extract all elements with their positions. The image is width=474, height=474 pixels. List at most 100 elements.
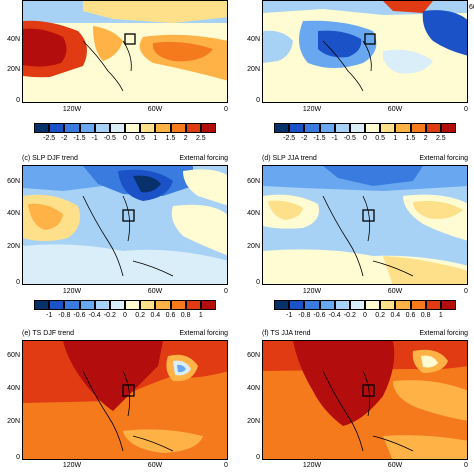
colorbar-tick-label: -0.8 bbox=[298, 312, 311, 319]
xlabel-e-60w: 60W bbox=[147, 462, 163, 469]
colorbar-swatch bbox=[170, 123, 186, 133]
colorbar-swatch bbox=[304, 123, 320, 133]
colorbar-tick-label: 2 bbox=[423, 135, 428, 142]
xlabel-d-0: 0 bbox=[464, 288, 468, 295]
panel-e-title: (e) TS DJF trend bbox=[22, 330, 74, 337]
colorbar-top-left bbox=[34, 123, 217, 133]
colorbar-swatch bbox=[425, 300, 441, 310]
colorbar-tick-label: 0.6 bbox=[405, 312, 416, 319]
ylabel-f-0: 0 bbox=[256, 454, 260, 461]
ylabel-c-0: 0 bbox=[16, 279, 20, 286]
colorbar-tick-label: -0.2 bbox=[103, 312, 116, 319]
colorbar-tick-label: -1 bbox=[46, 312, 53, 319]
colorbar-swatch bbox=[140, 123, 156, 133]
ylabel-a-0: 0 bbox=[16, 97, 20, 104]
colorbar-tick-label: 0.8 bbox=[420, 312, 431, 319]
panel-f-forcing-label: External forcing bbox=[419, 330, 468, 337]
colorbar-tick-label: 2.5 bbox=[435, 135, 446, 142]
xlabel-f-0: 0 bbox=[464, 462, 468, 469]
colorbar-tick-label: 0.6 bbox=[165, 312, 176, 319]
colorbar-swatch bbox=[155, 300, 171, 310]
ylabel-f-60n: 60N bbox=[247, 352, 260, 359]
ylabel-e-0: 0 bbox=[16, 454, 20, 461]
colorbar-tick-label: -0.4 bbox=[88, 312, 101, 319]
colorbar-swatch bbox=[319, 123, 335, 133]
colorbar-tick-label: -2 bbox=[61, 135, 68, 142]
colorbar-tick-label: 1 bbox=[153, 135, 158, 142]
colorbar-swatch bbox=[185, 300, 201, 310]
colorbar-swatch bbox=[79, 123, 95, 133]
colorbar-swatch bbox=[109, 300, 126, 310]
colorbar-tick-label: 2 bbox=[183, 135, 188, 142]
colorbar-middle-left bbox=[34, 300, 217, 310]
colorbar-swatch bbox=[49, 123, 65, 133]
colorbar-swatch bbox=[304, 300, 320, 310]
xlabel-a-120w: 120W bbox=[62, 106, 82, 113]
colorbar-swatch bbox=[425, 123, 441, 133]
colorbar-tick-label: -2.5 bbox=[283, 135, 296, 142]
colorbar-swatch bbox=[200, 123, 217, 133]
panel-c-title: (c) SLP DJF trend bbox=[22, 155, 78, 162]
colorbar-swatch bbox=[380, 123, 396, 133]
colorbar-swatch bbox=[395, 300, 411, 310]
colorbar-swatch bbox=[289, 300, 305, 310]
xlabel-d-60w: 60W bbox=[387, 288, 403, 295]
colorbar-swatch bbox=[34, 300, 50, 310]
ylabel-d-0: 0 bbox=[256, 279, 260, 286]
colorbar-swatch bbox=[155, 123, 171, 133]
colorbar-tick-label: -1 bbox=[331, 135, 338, 142]
colorbar-swatch bbox=[94, 123, 110, 133]
xlabel-b-60w: 60W bbox=[387, 106, 403, 113]
colorbar-tick-label: -1.5 bbox=[313, 135, 326, 142]
xlabel-f-60w: 60W bbox=[387, 462, 403, 469]
ylabel-d-20n: 20N bbox=[247, 243, 260, 250]
colorbar-swatch bbox=[440, 123, 457, 133]
colorbar-tick-label: 0 bbox=[363, 135, 367, 142]
colorbar-swatch bbox=[125, 123, 141, 133]
colorbar-swatch bbox=[200, 300, 217, 310]
colorbar-swatch bbox=[274, 300, 290, 310]
colorbar-swatch bbox=[334, 300, 350, 310]
colorbar-swatch bbox=[140, 300, 156, 310]
ylabel-a-20n: 20N bbox=[7, 66, 20, 73]
colorbar-swatch bbox=[170, 300, 186, 310]
xlabel-f-120w: 120W bbox=[302, 462, 322, 469]
ylabel-b-0: 0 bbox=[256, 97, 260, 104]
colorbar-top-right bbox=[274, 123, 457, 133]
colorbar-swatch bbox=[94, 300, 110, 310]
map-b bbox=[262, 0, 468, 103]
ylabel-f-20n: 20N bbox=[247, 418, 260, 425]
ylabel-b-40n: 40N bbox=[247, 36, 260, 43]
colorbar-tick-label: 0.8 bbox=[180, 312, 191, 319]
colorbar-tick-label: -1 bbox=[286, 312, 293, 319]
colorbar-tick-label: -0.2 bbox=[343, 312, 356, 319]
colorbar-tick-label: -0.6 bbox=[73, 312, 86, 319]
colorbar-swatch bbox=[274, 123, 290, 133]
xlabel-c-0: 0 bbox=[224, 288, 228, 295]
ylabel-f-40n: 40N bbox=[247, 385, 260, 392]
colorbar-swatch bbox=[410, 123, 426, 133]
map-d bbox=[262, 165, 468, 285]
xlabel-a-0: 0 bbox=[224, 106, 228, 113]
colorbar-swatch bbox=[64, 123, 80, 133]
map-f bbox=[262, 340, 468, 460]
map-e bbox=[22, 340, 228, 460]
panel-c-forcing-label: External forcing bbox=[179, 155, 228, 162]
colorbar-swatch bbox=[349, 123, 366, 133]
colorbar-tick-label: -0.5 bbox=[343, 135, 356, 142]
xlabel-e-120w: 120W bbox=[62, 462, 82, 469]
colorbar-tick-label: 2.5 bbox=[195, 135, 206, 142]
colorbar-tick-label: 0.4 bbox=[390, 312, 401, 319]
panel-f-title: (f) TS JJA trend bbox=[262, 330, 311, 337]
colorbar-tick-label: 0.4 bbox=[150, 312, 161, 319]
colorbar-tick-label: 0.5 bbox=[135, 135, 146, 142]
ylabel-b-20n: 20N bbox=[247, 66, 260, 73]
colorbar-tick-label: 0 bbox=[363, 312, 367, 319]
colorbar-tick-label: 0.5 bbox=[375, 135, 386, 142]
colorbar-swatch bbox=[185, 123, 201, 133]
panel-d-forcing-label: External forcing bbox=[419, 155, 468, 162]
colorbar-swatch bbox=[319, 300, 335, 310]
colorbar-tick-label: 0.2 bbox=[375, 312, 386, 319]
ylabel-b-60n: 60N bbox=[469, 4, 474, 11]
colorbar-tick-label: -2 bbox=[301, 135, 308, 142]
